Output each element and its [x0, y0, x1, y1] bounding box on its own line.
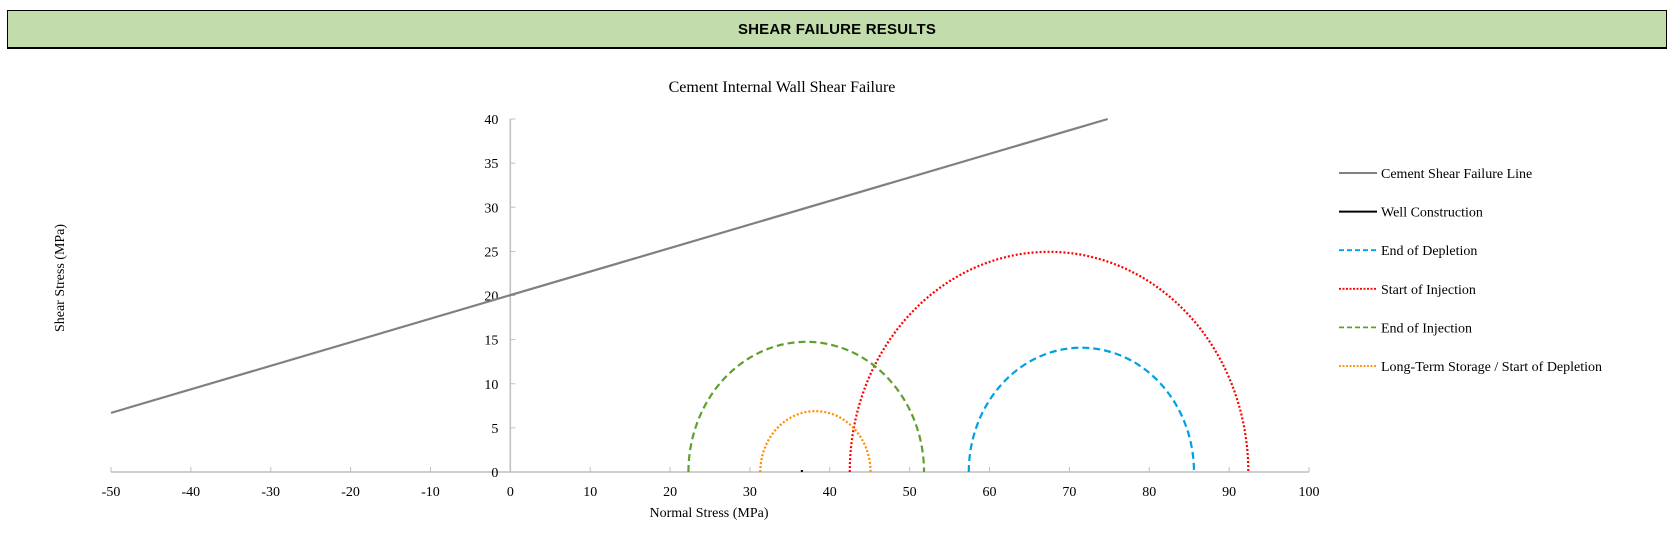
x-tick-label: -50 [102, 485, 121, 500]
x-tick-label: 0 [507, 485, 514, 500]
x-tick-label: 60 [983, 485, 997, 500]
y-axis-title: Shear Stress (MPa) [53, 224, 68, 332]
y-tick-label: 35 [484, 157, 498, 172]
x-tick-label: -40 [182, 485, 201, 500]
results-header-title: SHEAR FAILURE RESULTS [737, 20, 937, 38]
long-term-storage-start-of-depletion-legend-label: Long-Term Storage / Start of Depletion [1381, 360, 1602, 375]
y-tick-label: 15 [484, 334, 498, 349]
plot-area [110, 117, 1250, 473]
end-of-injection-series [687, 340, 926, 473]
results-header-banner: SHEAR FAILURE RESULTS [7, 10, 1667, 49]
x-tick-label: 30 [743, 485, 757, 500]
x-axis-title: Normal Stress (MPa) [650, 506, 769, 521]
x-tick-label: 90 [1222, 485, 1236, 500]
cement-shear-failure-line-legend-label: Cement Shear Failure Line [1381, 167, 1532, 182]
x-tick-label: 40 [823, 485, 837, 500]
y-tick-label: 30 [484, 201, 498, 216]
long-term-storage-start-of-depletion-series [759, 410, 872, 473]
start-of-injection-series [848, 251, 1250, 473]
y-tick-label: 5 [491, 422, 498, 437]
y-tick-label: 25 [484, 245, 498, 260]
chart-axes: -50 -40 -30 -20 -10 0 10 20 30 40 50 60 70 80 90 100 0 5 1… [102, 113, 1320, 500]
y-tick-label: 10 [484, 378, 498, 393]
chart-title: Cement Internal Wall Shear Failure [669, 79, 896, 96]
x-tick-label: -30 [261, 485, 280, 500]
cement-shear-failure-line-series [110, 117, 1109, 414]
x-tick-label: 20 [663, 485, 677, 500]
x-tick-label: 100 [1299, 485, 1320, 500]
y-tick-label: 40 [484, 113, 498, 128]
y-tick-label: 0 [491, 466, 498, 481]
chart-legend: Cement Shear Failure Line Well Constructi… [1339, 167, 1602, 375]
end-of-injection-legend-label: End of Injection [1381, 321, 1472, 336]
well-construction-legend-label: Well Construction [1381, 206, 1483, 221]
end-of-depletion-series [967, 346, 1196, 473]
x-tick-label: 80 [1142, 485, 1156, 500]
x-tick-label: 10 [583, 485, 597, 500]
x-tick-label: 70 [1062, 485, 1076, 500]
x-tick-label: -20 [341, 485, 360, 500]
start-of-injection-legend-label: Start of Injection [1381, 283, 1476, 298]
well-construction-series [800, 470, 803, 472]
x-tick-label: 50 [903, 485, 917, 500]
x-tick-label: -10 [421, 485, 440, 500]
end-of-depletion-legend-label: End of Depletion [1381, 244, 1477, 259]
